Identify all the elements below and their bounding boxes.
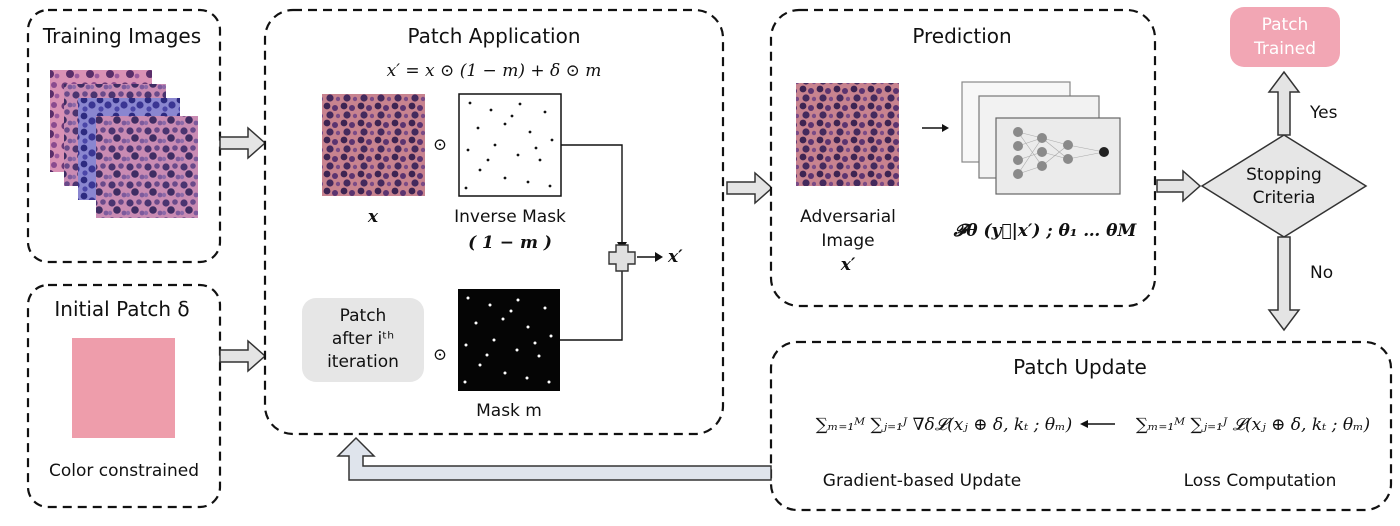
inverse-mask-expr: ( 1 − m )	[468, 233, 552, 253]
patch-application-formula: x′ = x ⊙ (1 − m) + δ ⊙ m	[387, 61, 602, 81]
adversarial-line3: x′	[840, 255, 856, 275]
input-x-label: x	[367, 207, 379, 227]
gradient-caption: Gradient-based Update	[823, 471, 1021, 491]
combine-connectors	[560, 144, 623, 341]
trained-line1: Patch	[1262, 15, 1309, 35]
adversarial-line2: Image	[821, 231, 874, 251]
arrow-prediction-to-decision	[1156, 169, 1202, 203]
adversarial-image	[796, 83, 899, 186]
loss-to-gradient-arrowhead	[1080, 420, 1088, 428]
loss-expression: ∑ₘ₌₁ᴹ ∑ⱼ₌₁ᴶ 𝓛(xⱼ ⊕ δ, kₜ ; θₘ)	[1136, 415, 1370, 435]
arrow-application-to-prediction	[726, 171, 774, 205]
trained-line2: Trained	[1253, 39, 1316, 59]
patch-iter-line1: Patch	[340, 306, 387, 326]
output-x-prime: x′	[667, 247, 683, 267]
arrow-no	[1267, 236, 1301, 332]
mask-image	[458, 289, 560, 391]
odot-top: ⊙	[433, 135, 447, 155]
patch-trained-box	[1230, 7, 1340, 67]
model-expression: 𝓕θ (y⃗|x′) ; θ₁ … θM	[953, 221, 1138, 241]
arrow-patch-to-application	[219, 339, 267, 373]
training-images-title: Training Images	[42, 24, 201, 48]
initial-patch-caption: Color constrained	[49, 461, 199, 481]
initial-patch-swatch	[72, 338, 175, 438]
patch-iter-line2: after iᵗʰ	[332, 329, 394, 349]
arrow-training-to-application	[219, 126, 267, 160]
no-label: No	[1310, 263, 1333, 283]
prediction-title: Prediction	[912, 24, 1011, 48]
arrow-yes	[1267, 70, 1301, 136]
adversarial-line1: Adversarial	[800, 207, 896, 227]
plus-icon	[608, 244, 636, 272]
output-arrowhead	[655, 252, 663, 262]
stopping-criteria-diamond	[1200, 134, 1368, 238]
neural-network-stack	[961, 81, 1121, 195]
inverse-mask-label: Inverse Mask	[454, 207, 566, 227]
training-images-stack	[50, 70, 198, 218]
initial-patch-title: Initial Patch δ	[54, 297, 189, 321]
training-image	[96, 116, 198, 218]
mask-label: Mask m	[476, 401, 542, 421]
feedback-arrow	[336, 436, 772, 481]
stopping-line1: Stopping	[1246, 165, 1322, 185]
patch-update-title: Patch Update	[1013, 355, 1147, 379]
prediction-arrowhead	[942, 124, 949, 132]
patch-iter-line3: iteration	[327, 352, 399, 372]
patch-update-box	[769, 340, 1393, 512]
gradient-expression: ∑ₘ₌₁ᴹ ∑ⱼ₌₁ᴶ ∇δ𝓛(xⱼ ⊕ δ, kₜ ; θₘ)	[816, 415, 1072, 435]
patch-after-iteration-box	[302, 298, 424, 382]
patch-application-title: Patch Application	[407, 24, 580, 48]
stopping-line2: Criteria	[1253, 188, 1316, 208]
odot-bottom: ⊙	[433, 345, 447, 365]
inverse-mask-image	[458, 93, 562, 197]
loss-caption: Loss Computation	[1184, 471, 1337, 491]
yes-label: Yes	[1309, 103, 1338, 123]
input-image-x	[322, 94, 425, 196]
